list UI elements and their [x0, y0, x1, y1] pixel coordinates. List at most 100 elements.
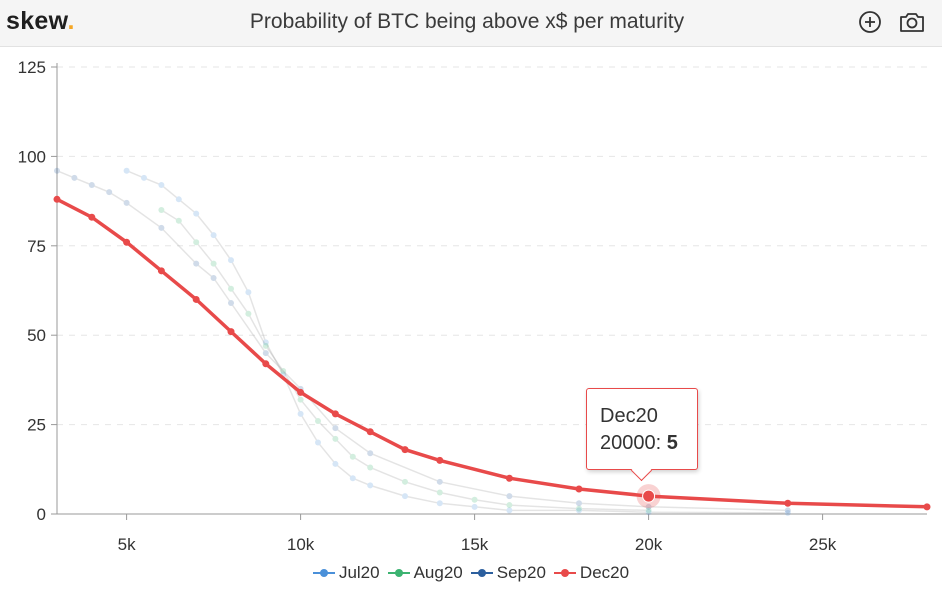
brand-name: skew [6, 7, 68, 35]
data-point [262, 342, 269, 349]
data-point [436, 478, 443, 485]
data-point [506, 493, 513, 500]
camera-icon[interactable] [898, 10, 926, 39]
data-point [123, 238, 131, 246]
data-point [784, 507, 791, 514]
legend-item-jul20[interactable]: Jul20 [312, 563, 380, 583]
data-point [645, 503, 652, 510]
hover-point [642, 489, 656, 503]
series-jul20 [123, 167, 791, 516]
data-point [367, 482, 374, 489]
brand-logo: skew. [6, 7, 75, 36]
tooltip-series: Dec20 [600, 405, 658, 427]
data-point [158, 224, 165, 231]
series-line [161, 209, 649, 512]
data-point [53, 195, 61, 203]
data-point [141, 174, 147, 181]
series-dec20 [53, 195, 931, 511]
chart-header: skew. Probability of BTC being above x$ … [0, 0, 942, 47]
data-point [158, 182, 165, 189]
x-tick-label: 5k [118, 535, 136, 554]
data-point [315, 418, 321, 425]
data-point [506, 507, 513, 514]
data-point [193, 239, 200, 246]
data-point [280, 367, 287, 374]
data-point [245, 310, 252, 317]
data-point [157, 267, 165, 275]
x-tick-label: 15k [461, 535, 489, 554]
data-point [576, 507, 582, 514]
data-point [367, 464, 374, 471]
data-point [784, 509, 791, 516]
legend-swatch-dot [394, 569, 403, 577]
data-point [332, 435, 339, 442]
data-point [331, 410, 339, 418]
data-point [297, 410, 304, 417]
data-point [315, 439, 321, 446]
x-tick-label: 25k [809, 535, 837, 554]
series-lines [53, 167, 931, 516]
y-tick-label: 75 [27, 237, 46, 256]
data-point [88, 213, 96, 221]
legend-label: Jul20 [338, 563, 380, 582]
data-point [575, 485, 583, 493]
y-tick-label: 25 [27, 416, 46, 435]
data-point [349, 453, 356, 460]
data-point [158, 207, 165, 214]
legend-item-sep20[interactable]: Sep20 [470, 563, 546, 583]
data-point [366, 428, 374, 436]
x-tick-label: 20k [635, 535, 663, 554]
data-point [332, 460, 339, 467]
hover-marker [636, 484, 661, 509]
data-point [228, 285, 234, 292]
legend-swatch [387, 568, 410, 578]
data-point [175, 196, 182, 203]
legend-label: Dec20 [579, 563, 630, 582]
probability-line-chart: 0 25 50 75 100 125 5k 10k 15k 20k 25k [18, 58, 931, 554]
tooltip-value: 5 [666, 432, 678, 454]
data-point [123, 199, 130, 206]
zoom-in-icon[interactable] [858, 10, 882, 39]
data-tooltip: Dec20 20000: 5 [586, 388, 698, 482]
data-point [123, 167, 130, 174]
tooltip-line: 20000: 5 [600, 432, 678, 454]
legend-swatch-dot [319, 569, 328, 577]
data-point [193, 210, 200, 217]
legend-item-aug20[interactable]: Aug20 [387, 563, 463, 583]
x-tick-label: 10k [287, 535, 315, 554]
data-point [88, 182, 95, 189]
data-point [262, 339, 269, 346]
data-point [784, 499, 792, 507]
data-point [505, 474, 513, 482]
data-point [106, 189, 113, 196]
chart-title: Probability of BTC being above x$ per ma… [249, 10, 685, 33]
legend-swatch [312, 568, 335, 578]
data-point [210, 232, 217, 239]
legend-swatch-dot [477, 569, 486, 577]
data-point [645, 509, 652, 516]
data-point [471, 503, 478, 510]
data-point [227, 328, 235, 336]
y-tick-label: 100 [18, 147, 46, 166]
chart-legend: Jul20 Aug20 Sep20 Dec20 [0, 563, 942, 583]
data-point [210, 260, 217, 267]
data-point [245, 289, 252, 296]
legend-label: Sep20 [496, 563, 546, 582]
data-point [401, 446, 409, 454]
data-point [297, 396, 304, 403]
data-point [645, 507, 652, 514]
data-point [193, 260, 200, 267]
data-point [192, 295, 200, 303]
data-point [228, 300, 234, 307]
series-sep20 [54, 167, 791, 514]
data-point [402, 478, 408, 485]
data-point [297, 388, 305, 396]
axes: 0 25 50 75 100 125 5k 10k 15k 20k 25k [18, 58, 927, 554]
data-point [436, 500, 443, 507]
data-point [210, 274, 217, 281]
legend-item-dec20[interactable]: Dec20 [553, 563, 630, 583]
gridlines [57, 66, 927, 426]
y-tick-label: 50 [27, 326, 46, 345]
data-point [471, 496, 478, 503]
legend-swatch-dot [560, 569, 569, 577]
